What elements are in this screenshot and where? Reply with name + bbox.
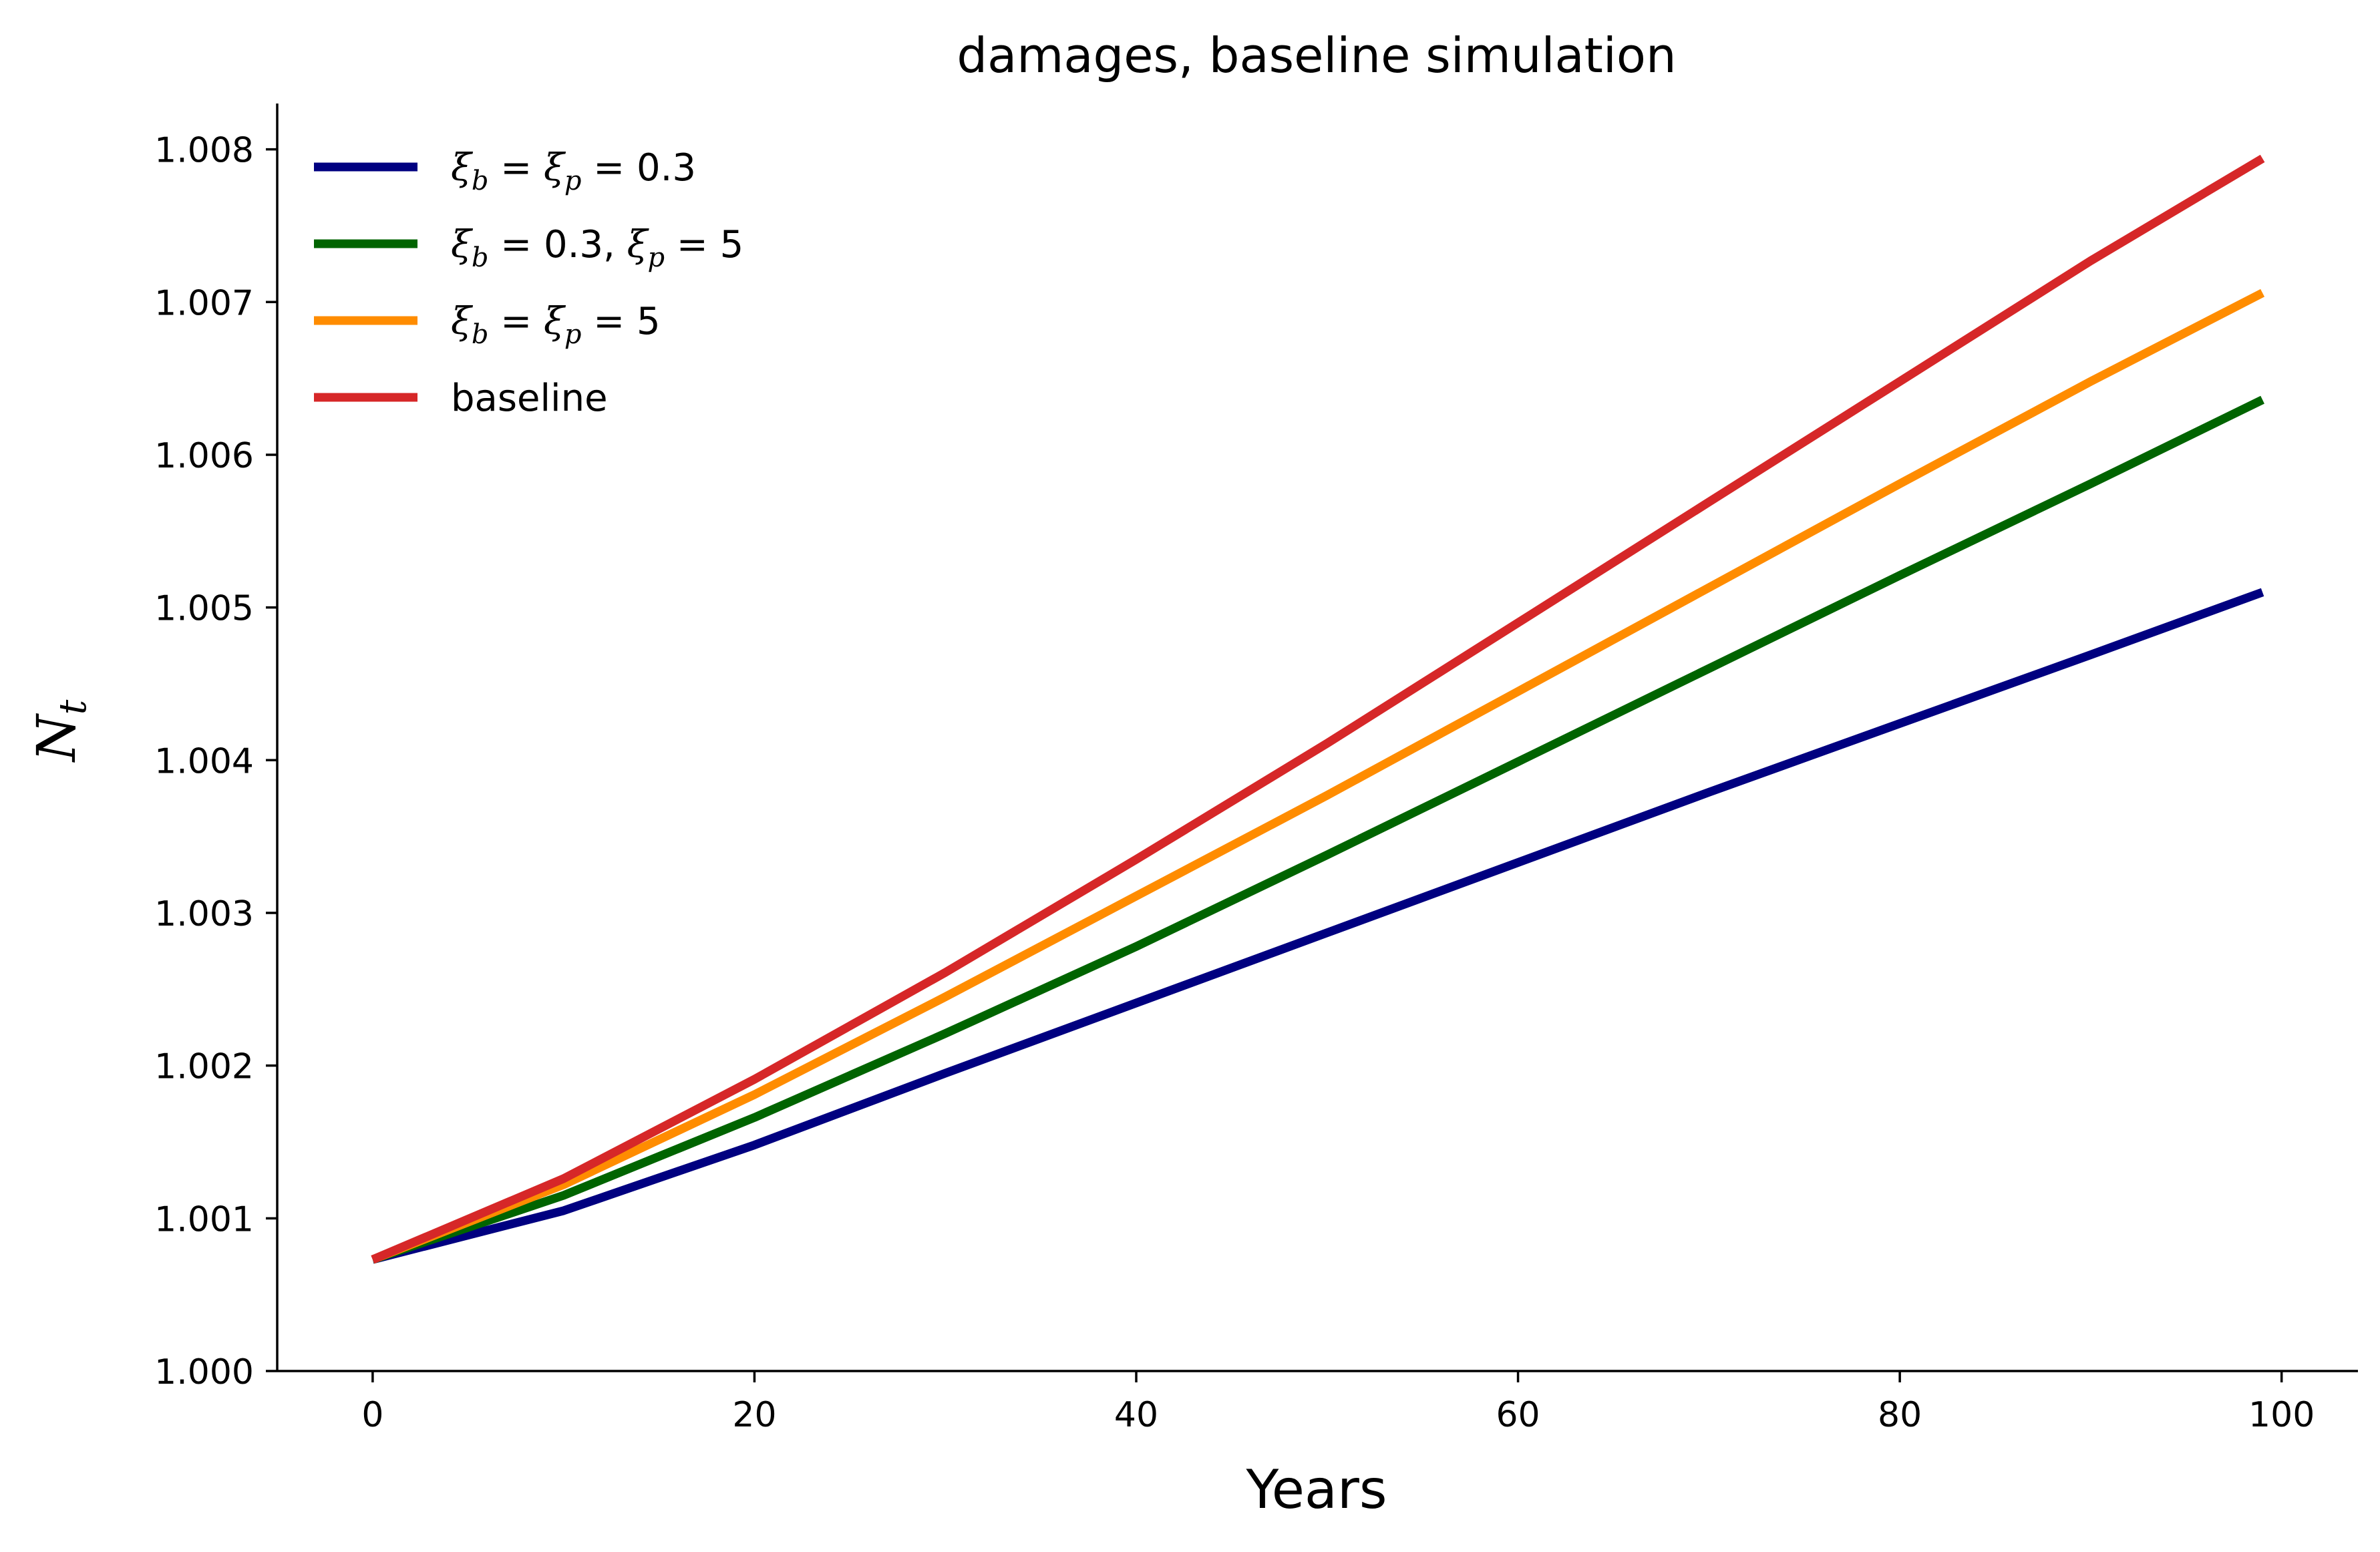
chart-title: damages, baseline simulation <box>957 27 1676 83</box>
legend-label-part: b <box>472 319 489 350</box>
y-axis-label-main: N <box>25 713 88 763</box>
y-tick-label: 1.000 <box>154 1352 254 1392</box>
legend-label-part: p <box>564 166 582 196</box>
legend-label-part: ξ <box>451 223 474 266</box>
legend-label-part: = <box>488 300 544 343</box>
x-tick-label: 80 <box>1878 1395 1922 1435</box>
legend-label-part: = 5 <box>581 300 660 343</box>
series-line-2 <box>371 288 2265 1264</box>
legend-label-part: b <box>472 166 489 196</box>
legend-label-part: = 0.3, <box>488 223 627 266</box>
x-axis-label: Years <box>1245 1459 1387 1521</box>
x-tick-label: 0 <box>361 1395 383 1435</box>
y-tick-label: 1.008 <box>154 131 254 171</box>
x-tick-label: 100 <box>2248 1395 2315 1435</box>
y-tick-label: 1.001 <box>154 1199 254 1239</box>
legend-label: ξb = ξp = 0.3 <box>451 146 696 196</box>
series-line-1 <box>371 395 2264 1264</box>
y-tick-label: 1.004 <box>154 741 254 781</box>
plot-area: 0 20 40 60 80 100 1.0001.0011.0021.0031.0041.… <box>154 104 2358 1435</box>
y-axis-label-sub: t <box>51 699 95 715</box>
x-tick-label: 60 <box>1496 1395 1540 1435</box>
legend-label-part: = 5 <box>665 223 743 266</box>
y-tick-label: 1.005 <box>154 589 254 629</box>
y-tick-label: 1.006 <box>154 436 254 476</box>
legend-label-part: ξ <box>627 223 650 266</box>
y-tick-label: 1.003 <box>154 894 254 934</box>
legend: ξb = ξp = 0.3ξb = 0.3, ξp = 5ξb = ξp = 5… <box>314 146 743 420</box>
legend-label: baseline <box>451 377 608 420</box>
legend-item: ξb = ξp = 0.3 <box>314 146 696 196</box>
legend-item: ξb = ξp = 5 <box>314 300 661 350</box>
legend-label: ξb = ξp = 5 <box>451 300 661 350</box>
legend-label: ξb = 0.3, ξp = 5 <box>451 223 743 273</box>
legend-label-part: ξ <box>451 146 474 190</box>
x-tick-label: 40 <box>1114 1395 1158 1435</box>
series-lines <box>371 154 2265 1264</box>
legend-item: ξb = 0.3, ξp = 5 <box>314 223 743 273</box>
series-line-3 <box>371 154 2265 1264</box>
legend-label-part: = 0.3 <box>581 146 696 190</box>
legend-label-part: ξ <box>544 300 566 343</box>
legend-label-part: = <box>488 146 544 190</box>
x-ticks: 0 20 40 60 80 100 <box>361 1371 2315 1435</box>
series-line-0 <box>371 588 2264 1264</box>
y-tick-label: 1.002 <box>154 1047 254 1087</box>
legend-label-part: ξ <box>544 146 566 190</box>
x-tick-label: 20 <box>732 1395 776 1435</box>
legend-label-part: p <box>647 242 665 273</box>
legend-label-part: ξ <box>451 300 474 343</box>
legend-label-part: baseline <box>451 377 608 420</box>
legend-label-part: b <box>472 242 489 273</box>
legend-item: baseline <box>314 377 608 420</box>
y-axis-label: Nt <box>25 699 95 763</box>
legend-label-part: p <box>564 319 582 350</box>
y-tick-label: 1.007 <box>154 283 254 323</box>
y-ticks: 1.000 1.001 1.002 1.003 1.004 1.005 1.006 1.007… <box>154 131 277 1392</box>
